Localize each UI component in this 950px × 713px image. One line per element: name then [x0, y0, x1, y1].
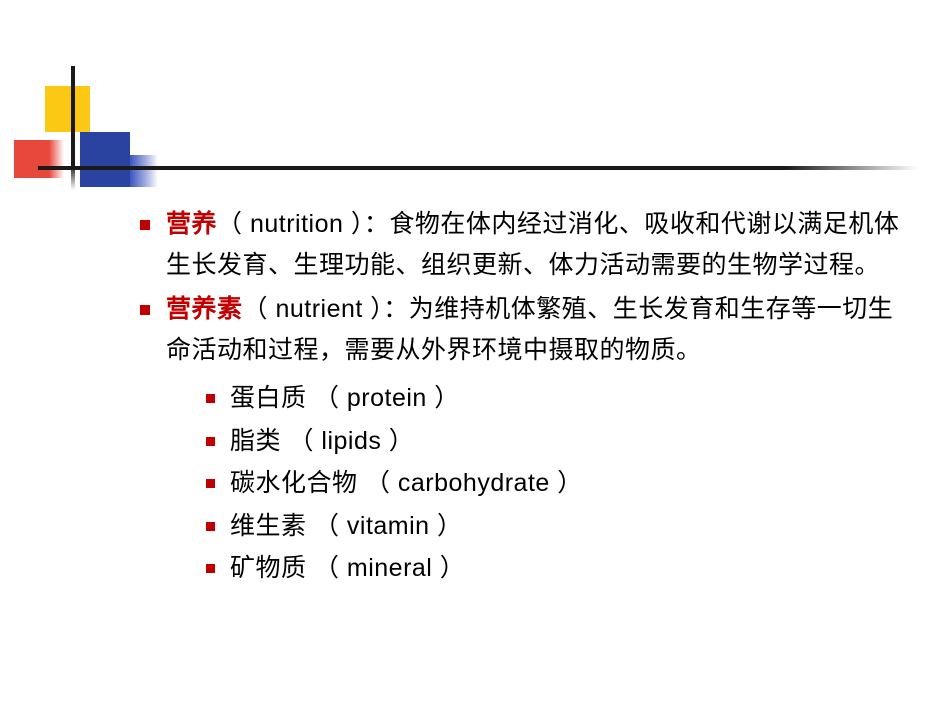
deco-vertical-line	[71, 66, 75, 190]
term-nutrition: 营养	[166, 210, 217, 238]
sub-mineral: 矿物质 （ mineral ）	[230, 554, 465, 582]
content-area: 营养（ nutrition ）：食物在体内经过消化、吸收和代谢以满足机体生长发育…	[136, 204, 916, 592]
deco-yellow-square	[45, 86, 90, 132]
sub-list-item: 蛋白质 （ protein ）	[204, 377, 916, 420]
paren-nutrition: （ nutrition ）	[217, 210, 364, 238]
sub-lipids: 脂类 （ lipids ）	[230, 427, 414, 455]
term-nutrient: 营养素	[166, 295, 243, 323]
sub-carbohydrate: 碳水化合物 （ carbohydrate ）	[230, 469, 583, 497]
main-list: 营养（ nutrition ）：食物在体内经过消化、吸收和代谢以满足机体生长发育…	[136, 204, 916, 590]
paren-nutrient: （ nutrient ）	[243, 295, 384, 323]
deco-blue-square	[80, 132, 130, 187]
sub-list-item: 碳水化合物 （ carbohydrate ）	[204, 462, 916, 505]
sub-list-item: 维生素 （ vitamin ）	[204, 505, 916, 548]
sub-vitamin: 维生素 （ vitamin ）	[230, 512, 463, 540]
deco-blue-fade	[130, 155, 158, 187]
slide: 营养（ nutrition ）：食物在体内经过消化、吸收和代谢以满足机体生长发育…	[0, 0, 950, 713]
list-item: 营养素（ nutrient ）：为维持机体繁殖、生长发育和生存等一切生命活动和过…	[136, 289, 916, 590]
sub-list: 蛋白质 （ protein ） 脂类 （ lipids ） 碳水化合物 （ ca…	[166, 377, 916, 590]
deco-horizontal-line	[38, 166, 918, 170]
list-item: 营养（ nutrition ）：食物在体内经过消化、吸收和代谢以满足机体生长发育…	[136, 204, 916, 287]
sub-list-item: 脂类 （ lipids ）	[204, 420, 916, 463]
deco-red-square	[14, 140, 64, 178]
sub-protein: 蛋白质 （ protein ）	[230, 384, 460, 412]
sub-list-item: 矿物质 （ mineral ）	[204, 547, 916, 590]
